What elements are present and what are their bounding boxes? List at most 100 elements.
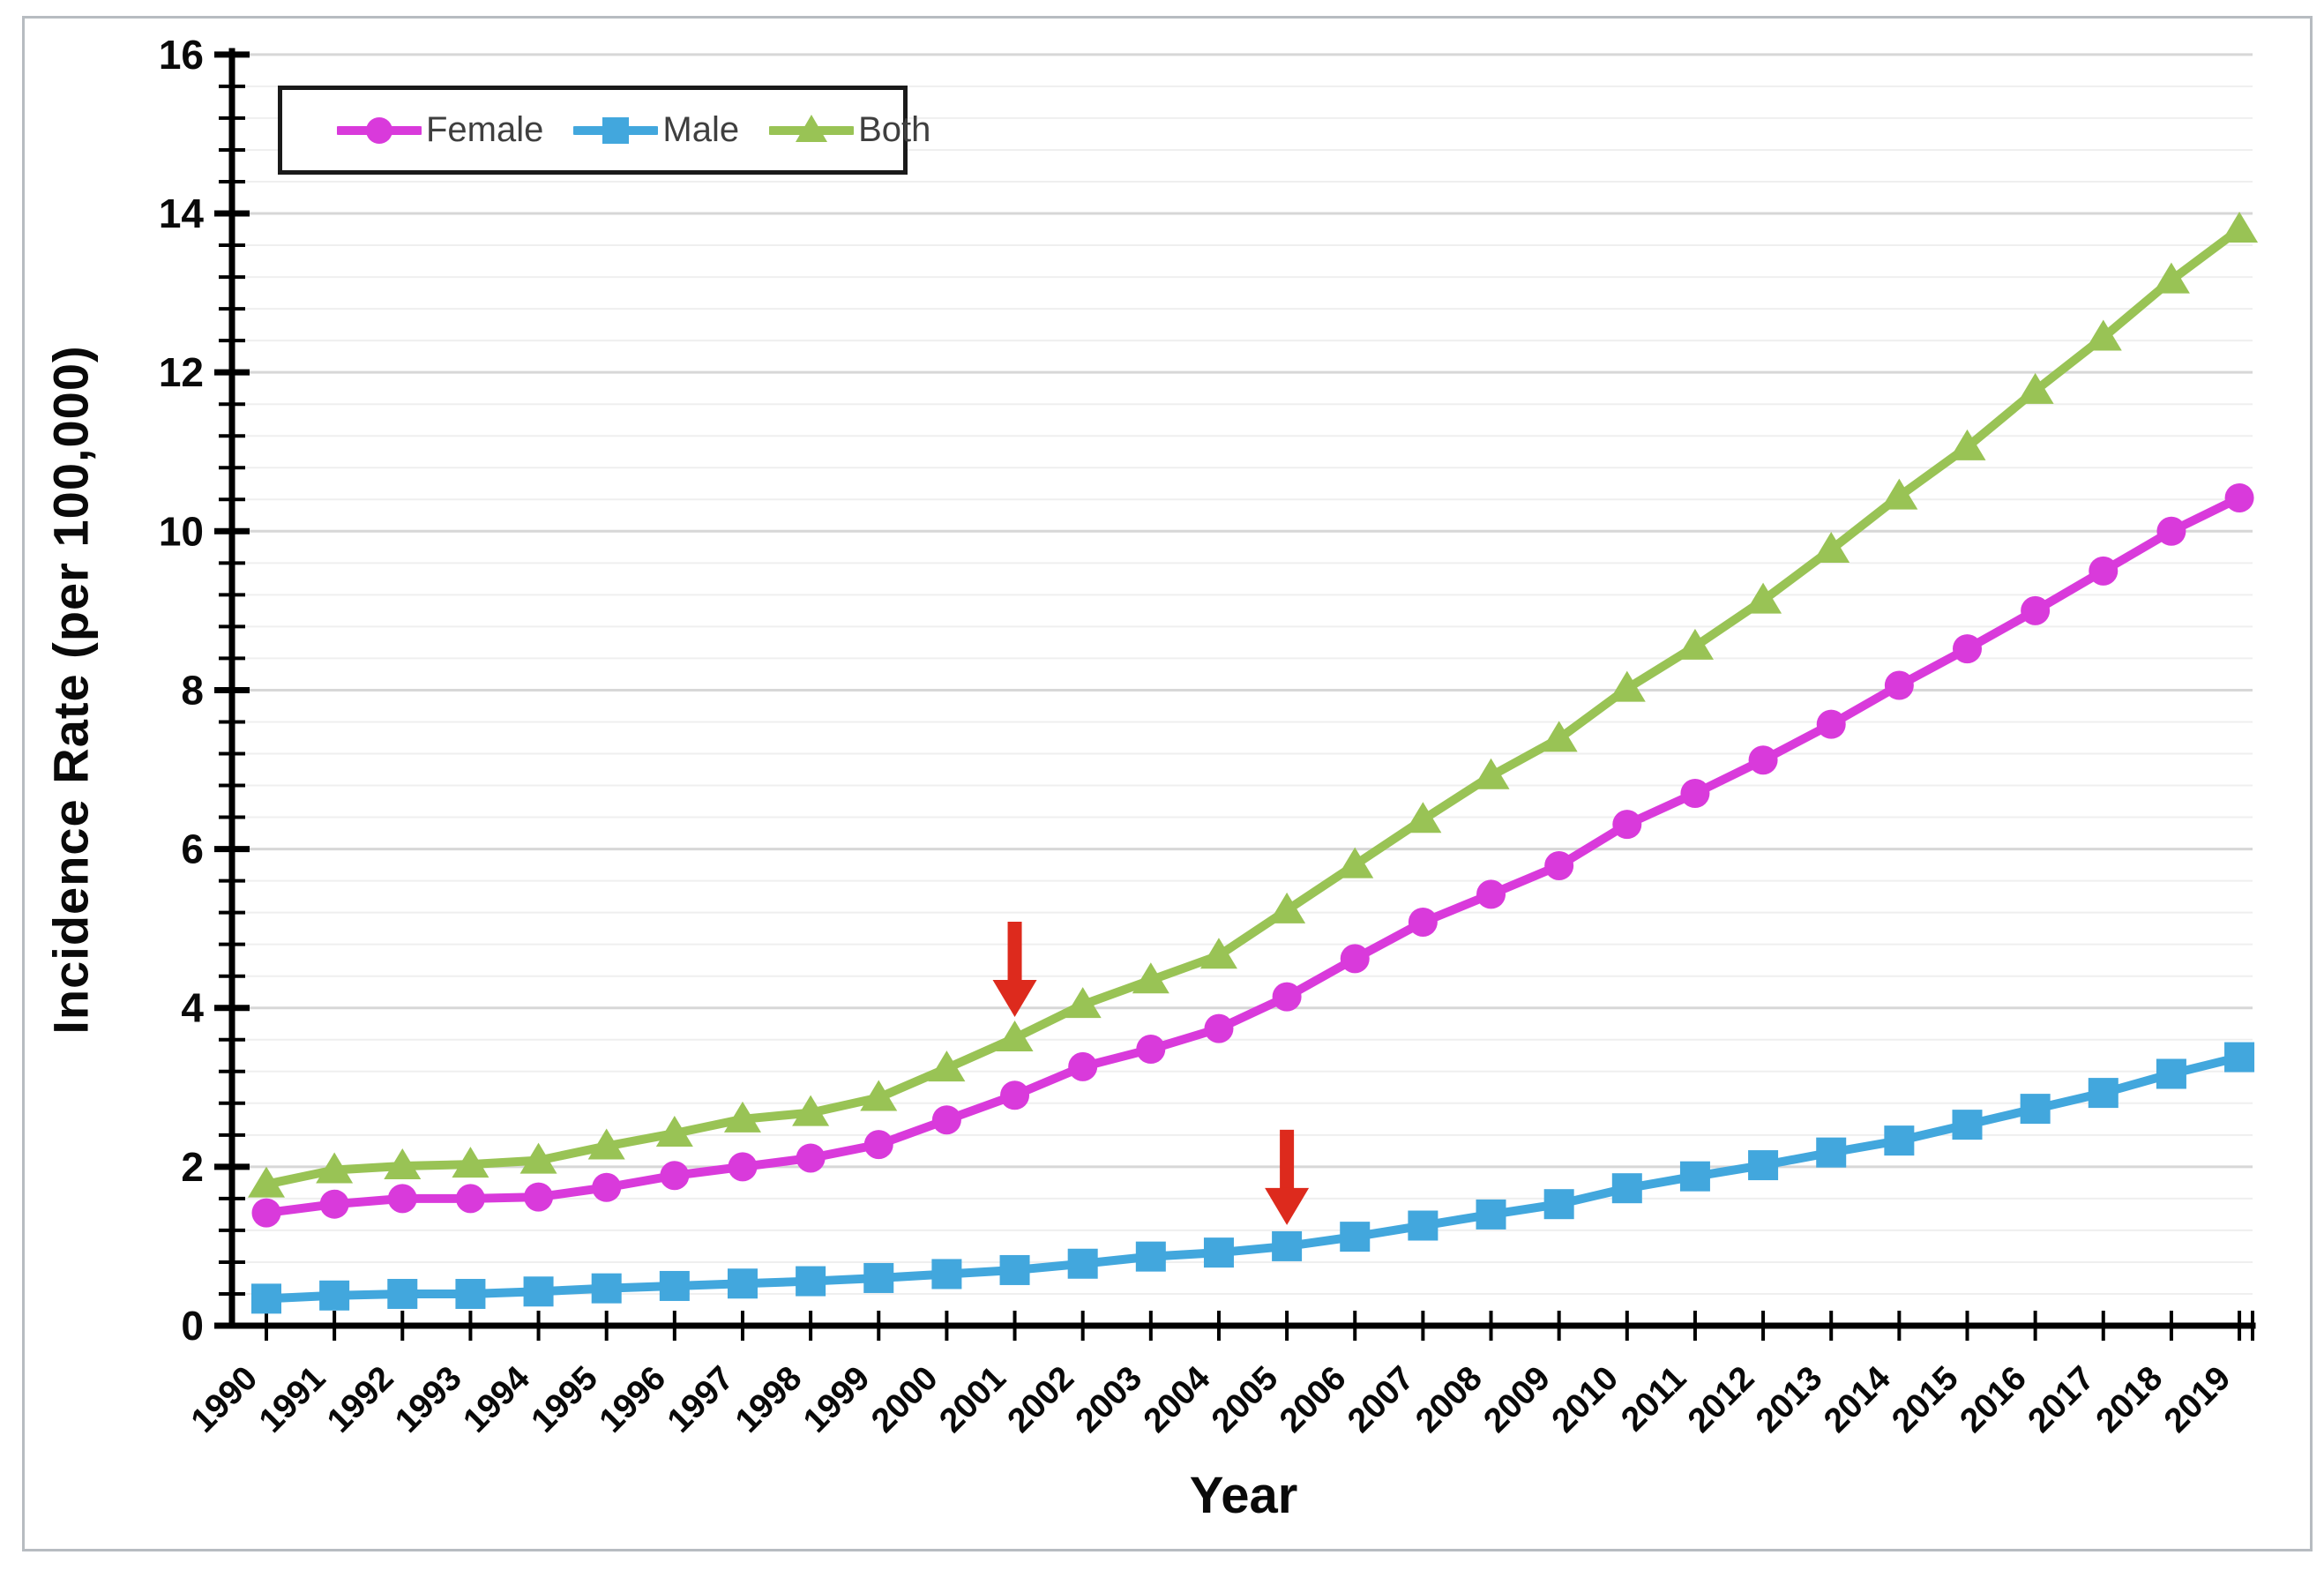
both-marker bbox=[452, 1147, 489, 1178]
y-tick-label: 16 bbox=[159, 32, 204, 78]
female-marker bbox=[1884, 670, 1914, 700]
male-marker bbox=[727, 1268, 758, 1299]
male-marker bbox=[1679, 1161, 1710, 1192]
female-marker bbox=[1000, 1080, 1030, 1110]
female-marker bbox=[1068, 1051, 1098, 1081]
male-marker bbox=[863, 1262, 894, 1293]
legend-label-male: Male bbox=[662, 110, 740, 149]
x-tick-label: 2016 bbox=[1953, 1359, 2034, 1440]
male-marker bbox=[2088, 1078, 2119, 1109]
axis-ticks bbox=[214, 51, 2254, 1341]
red-down-arrow bbox=[992, 921, 1037, 1017]
y-axis-title: Incidence Rate (per 100,000) bbox=[42, 345, 99, 1035]
x-tick-label: 2003 bbox=[1068, 1359, 1149, 1440]
x-tick-label: 2010 bbox=[1544, 1359, 1625, 1440]
both-marker bbox=[996, 1020, 1034, 1051]
x-tick-label: 2006 bbox=[1273, 1359, 1354, 1440]
both-marker bbox=[1948, 429, 1986, 460]
female-marker bbox=[1204, 1013, 1234, 1043]
both-marker bbox=[1880, 478, 1918, 510]
female-marker bbox=[319, 1189, 349, 1219]
female-marker bbox=[2156, 516, 2186, 546]
y-tick-label: 8 bbox=[181, 667, 204, 713]
female-series bbox=[251, 482, 2254, 1228]
female-marker bbox=[2021, 595, 2051, 625]
legend-label-both: Both bbox=[858, 110, 931, 149]
both-marker bbox=[1199, 938, 1237, 969]
male-marker bbox=[2156, 1058, 2186, 1089]
male-marker bbox=[1272, 1230, 1303, 1261]
both-marker bbox=[519, 1142, 557, 1174]
both-marker bbox=[792, 1095, 830, 1126]
female-marker bbox=[863, 1130, 893, 1160]
x-tick-label: 1999 bbox=[796, 1359, 878, 1440]
male-marker bbox=[1748, 1150, 1779, 1181]
male-marker bbox=[659, 1270, 690, 1301]
female-marker bbox=[1136, 1035, 1166, 1065]
x-tick-label: 1998 bbox=[729, 1359, 810, 1440]
both-marker bbox=[1132, 962, 1169, 994]
x-tick-label: 2017 bbox=[2021, 1359, 2102, 1440]
both-marker bbox=[1676, 628, 1714, 660]
both-marker bbox=[723, 1101, 761, 1133]
male-marker bbox=[2224, 1042, 2255, 1073]
female-marker bbox=[2089, 556, 2119, 586]
x-tick-label: 2004 bbox=[1137, 1359, 1218, 1440]
arrow-head bbox=[1265, 1187, 1310, 1225]
y-tick-label: 6 bbox=[181, 826, 204, 872]
arrow-head bbox=[992, 979, 1037, 1017]
both-marker bbox=[860, 1080, 898, 1111]
x-tick-label: 2015 bbox=[1885, 1359, 1966, 1440]
x-tick-label: 2018 bbox=[2089, 1359, 2171, 1440]
x-tick-label: 1991 bbox=[252, 1359, 333, 1440]
square-marker-icon bbox=[602, 116, 630, 144]
x-tick-label: 2013 bbox=[1749, 1359, 1830, 1440]
male-marker bbox=[796, 1266, 826, 1297]
x-tick-label: 2012 bbox=[1681, 1359, 1762, 1440]
gridlines bbox=[232, 53, 2253, 1295]
series-lines bbox=[248, 212, 2259, 1314]
both-marker bbox=[2084, 319, 2122, 351]
male-marker bbox=[591, 1273, 622, 1304]
male-marker bbox=[1340, 1222, 1371, 1252]
female-marker bbox=[1680, 779, 1710, 809]
both-marker bbox=[655, 1116, 693, 1148]
female-marker bbox=[1816, 709, 1846, 739]
x-tick-label: 2009 bbox=[1476, 1359, 1558, 1440]
both-marker bbox=[1812, 532, 1850, 564]
x-tick-label: 2002 bbox=[1000, 1359, 1081, 1440]
legend: Female Male Both bbox=[278, 86, 930, 175]
both-marker bbox=[316, 1152, 354, 1184]
x-tick-label: 1997 bbox=[661, 1359, 742, 1440]
both-marker bbox=[1540, 721, 1578, 752]
y-tick-label: 4 bbox=[181, 985, 204, 1031]
male-line-swatch-icon bbox=[573, 116, 659, 144]
x-tick-label: 2000 bbox=[864, 1359, 945, 1440]
legend-label-female: Female bbox=[426, 110, 544, 149]
x-tick-label: 2011 bbox=[1614, 1359, 1693, 1439]
male-marker bbox=[1135, 1241, 1166, 1272]
female-line-swatch-icon bbox=[337, 116, 422, 144]
female-marker bbox=[660, 1161, 690, 1191]
x-tick-label: 1992 bbox=[320, 1359, 401, 1440]
female-marker bbox=[1544, 850, 1574, 880]
x-tick-label: 1994 bbox=[456, 1359, 537, 1440]
both-series bbox=[248, 212, 2259, 1198]
y-tick-label: 0 bbox=[181, 1303, 204, 1349]
female-marker bbox=[251, 1198, 281, 1228]
legend-entry-both: Both bbox=[769, 110, 930, 150]
y-tick-label: 2 bbox=[181, 1144, 204, 1190]
axis-tick-labels: 0246810121416199019911992199319941995199… bbox=[159, 32, 2238, 1440]
both-marker bbox=[1404, 802, 1442, 834]
x-tick-label: 2014 bbox=[1817, 1359, 1898, 1440]
x-tick-label: 2019 bbox=[2157, 1359, 2238, 1440]
male-marker bbox=[1408, 1210, 1438, 1241]
both-marker bbox=[384, 1148, 422, 1179]
male-marker bbox=[1611, 1173, 1642, 1204]
female-marker bbox=[387, 1184, 417, 1214]
x-tick-label: 2005 bbox=[1205, 1359, 1286, 1440]
male-marker bbox=[1067, 1248, 1098, 1279]
both-marker bbox=[1608, 670, 1646, 702]
both-marker bbox=[2221, 212, 2259, 243]
both-marker bbox=[587, 1128, 625, 1160]
